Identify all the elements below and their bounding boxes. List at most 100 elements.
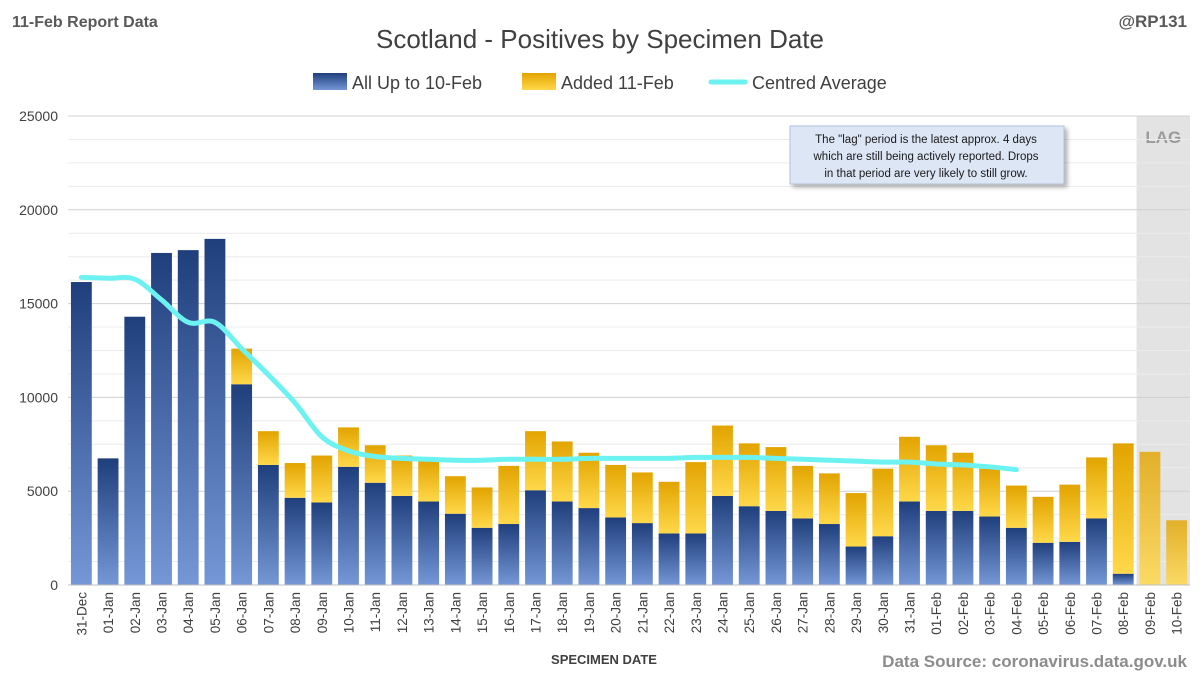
bar-all-up-to-10-feb [257,464,279,585]
bar-added-11-feb [391,455,413,496]
bar-all-up-to-10-feb [1086,518,1107,585]
x-tick-label: 23-Jan [689,592,704,633]
bar-all-up-to-10-feb [578,508,600,585]
bar-added-11-feb [872,468,894,537]
y-axis-ticks: 0 5000 10000 15000 20000 25000 [19,108,58,593]
x-tick-label: 25-Jan [742,592,757,633]
bar-all-up-to-10-feb [364,482,386,585]
x-tick-label: 10-Feb [1170,592,1185,635]
bar-added-11-feb [765,447,787,511]
bar-added-11-feb [257,431,279,465]
bar-all-up-to-10-feb [605,517,627,585]
x-tick-label: 16-Jan [502,592,517,633]
bar-added-11-feb [738,443,760,507]
y-tick-label: 15000 [19,296,58,312]
chart-title: Scotland - Positives by Specimen Date [376,24,824,54]
x-tick-label: 07-Jan [261,592,276,633]
x-tick-label: 04-Feb [1009,592,1024,635]
bar-all-up-to-10-feb [418,501,440,585]
x-tick-label: 12-Jan [395,592,410,633]
y-tick-label: 0 [50,577,58,593]
bar-all-up-to-10-feb [311,502,333,585]
bar-all-up-to-10-feb [658,533,680,585]
bar-all-up-to-10-feb [204,238,226,586]
bar-all-up-to-10-feb [151,252,172,585]
bar-added-11-feb [444,476,466,514]
bar-all-up-to-10-feb [712,495,733,585]
bar-all-up-to-10-feb [818,524,840,585]
bar-added-11-feb [418,461,440,502]
bar-added-11-feb [631,472,653,524]
bar-all-up-to-10-feb [525,490,546,585]
x-tick-label: 13-Jan [422,592,437,633]
x-tick-label: 20-Jan [609,592,624,633]
bar-added-11-feb [605,464,627,518]
bar-all-up-to-10-feb [979,516,1001,585]
bar-added-11-feb [1112,443,1134,574]
bar-added-11-feb [818,473,840,525]
x-tick-label: 17-Jan [529,592,544,633]
x-tick-label: 31-Jan [903,592,918,633]
bar-added-11-feb [1139,451,1161,585]
x-tick-label: 08-Feb [1116,592,1131,635]
bar-added-11-feb [311,455,333,503]
legend-label-all: All Up to 10-Feb [352,73,482,93]
x-tick-label: 06-Feb [1063,592,1078,635]
x-axis-title: SPECIMEN DATE [551,652,657,667]
report-label: 11-Feb Report Data [12,14,158,31]
x-tick-label: 06-Jan [235,592,250,633]
bar-all-up-to-10-feb [631,523,653,585]
annotation-line-3: in that period are very likely to still … [824,168,1027,180]
legend-swatch-added [522,73,556,90]
x-axis-ticks: 31-Dec 01-Jan 02-Jan 03-Jan 04-Jan 05-Jan 06-J… [74,592,1184,636]
x-tick-label: 11-Jan [368,592,383,632]
legend: All Up to 10-Feb Added 11-Feb Centred Av… [313,73,887,93]
x-tick-label: 08-Jan [288,592,303,633]
lag-annotation: The "lag" period is the latest approx. 4… [789,125,1065,185]
bar-added-11-feb [1059,484,1081,542]
x-tick-label: 01-Feb [929,592,944,635]
bar-added-11-feb [284,463,306,498]
bar-all-up-to-10-feb [97,458,119,585]
x-tick-label: 18-Jan [555,592,570,633]
x-tick-label: 27-Jan [796,592,811,633]
x-tick-label: 30-Jan [876,592,891,633]
bar-all-up-to-10-feb [1059,541,1081,585]
bar-added-11-feb [231,348,253,385]
x-tick-label: 07-Feb [1090,592,1105,635]
bar-added-11-feb [551,441,573,502]
bar-added-11-feb [498,465,520,525]
legend-label-added: Added 11-Feb [561,73,674,93]
bar-added-11-feb [712,425,733,496]
annotation-line-2: which are still being actively reported.… [813,151,1039,163]
x-tick-label: 04-Jan [181,592,196,633]
bar-all-up-to-10-feb [551,501,573,585]
y-tick-label: 25000 [19,108,58,124]
bar-added-11-feb [338,427,359,467]
x-tick-label: 09-Feb [1143,592,1158,635]
x-tick-label: 29-Jan [849,592,864,633]
bar-all-up-to-10-feb [845,546,867,585]
bar-all-up-to-10-feb [738,506,760,585]
bar-all-up-to-10-feb [765,510,787,585]
y-tick-label: 5000 [27,483,58,499]
bar-all-up-to-10-feb [952,510,974,585]
x-tick-label: 02-Feb [956,592,971,635]
bar-all-up-to-10-feb [444,513,466,585]
bar-all-up-to-10-feb [872,536,894,585]
bar-added-11-feb [471,487,493,528]
bar-added-11-feb [1032,496,1054,543]
bar-added-11-feb [979,468,1001,517]
x-tick-label: 03-Feb [983,592,998,635]
legend-label-average: Centred Average [752,73,887,93]
x-tick-label: 03-Jan [155,592,170,633]
bar-added-11-feb [952,452,974,511]
y-tick-label: 20000 [19,202,58,218]
bar-all-up-to-10-feb [1032,542,1054,585]
x-tick-label: 01-Jan [101,592,116,633]
bar-all-up-to-10-feb [925,510,947,585]
bar-added-11-feb [899,436,920,502]
average-line-layer [78,274,1019,473]
